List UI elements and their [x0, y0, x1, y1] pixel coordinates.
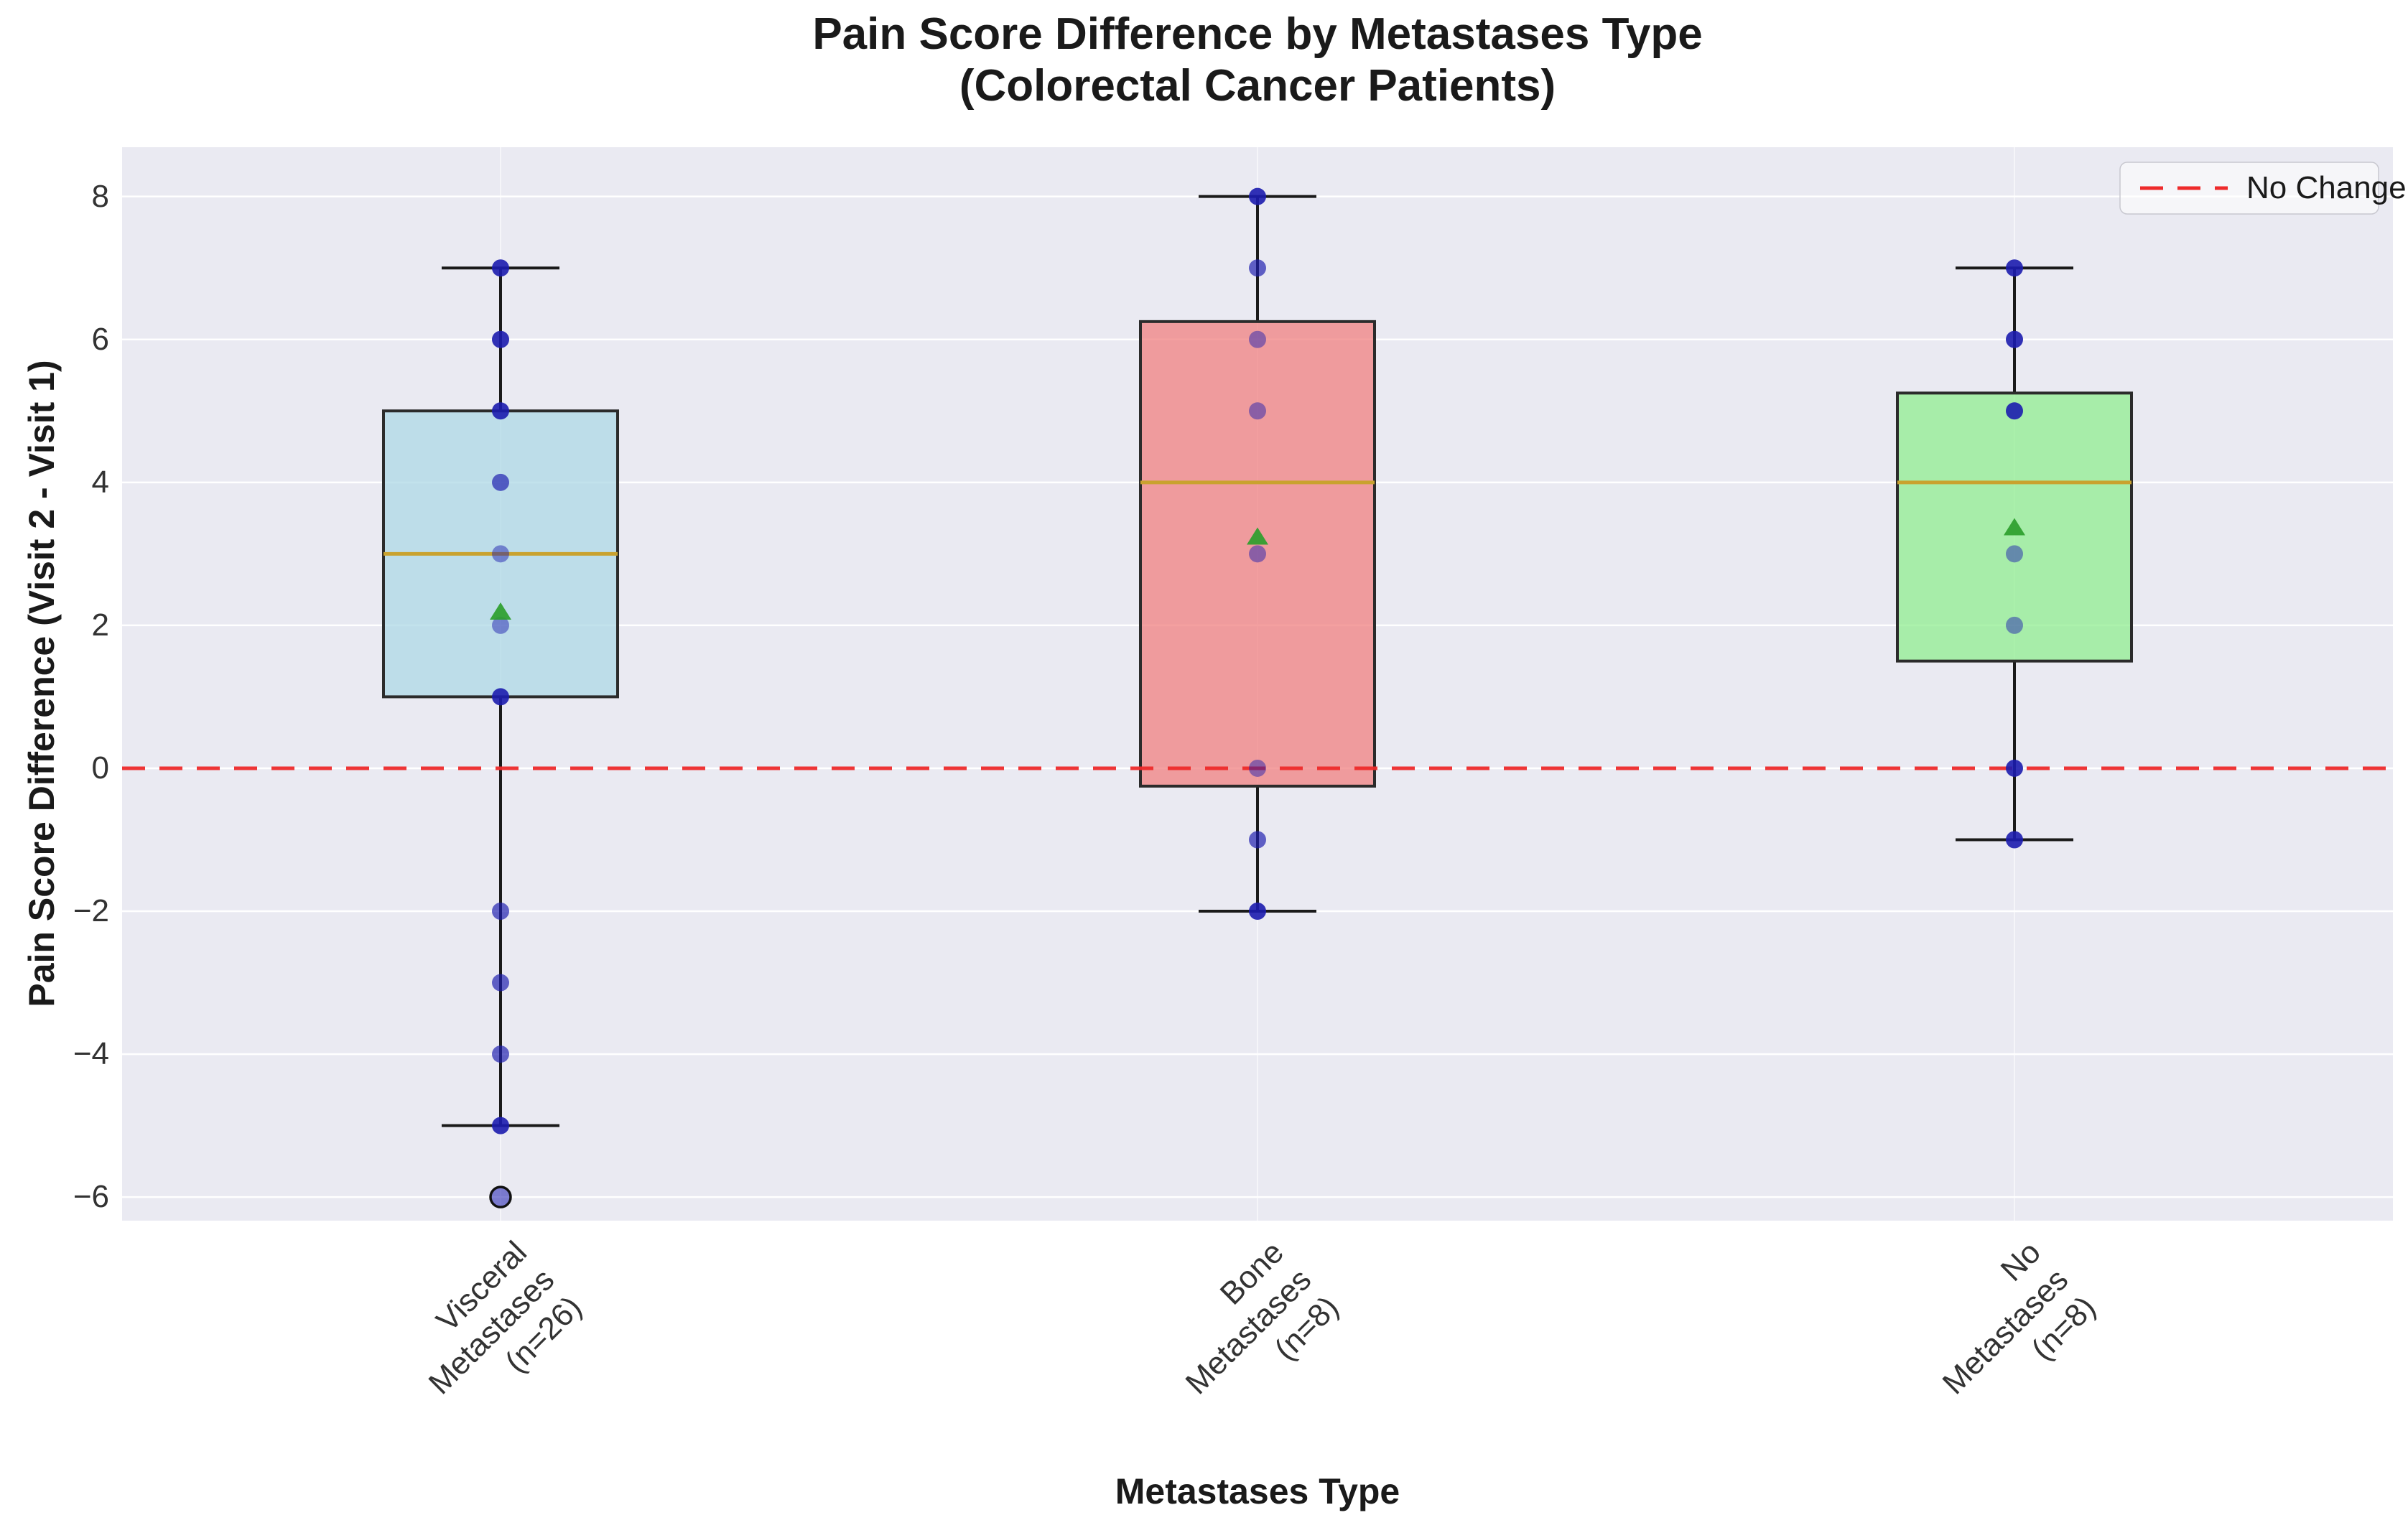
scatter-point: [492, 1045, 509, 1063]
scatter-point: [1249, 402, 1266, 420]
scatter-point: [1249, 759, 1266, 777]
y-tick-label: 4: [91, 464, 109, 500]
scatter-point: [2006, 831, 2023, 849]
box-no-metastases: [1896, 391, 2133, 663]
scatter-point: [1249, 187, 1266, 205]
scatter-point: [1249, 545, 1266, 563]
scatter-point: [2006, 330, 2023, 348]
scatter-point: [492, 974, 509, 992]
scatter-point: [2006, 616, 2023, 634]
y-tick-label: −6: [73, 1179, 109, 1215]
chart-title: Pain Score Difference by Metastases Type…: [122, 9, 2393, 112]
y-tick-label: 6: [91, 321, 109, 357]
chart-title-line2: (Colorectal Cancer Patients): [959, 61, 1556, 111]
mean-marker: [490, 602, 511, 620]
scatter-point: [2006, 259, 2023, 277]
scatter-point: [1249, 330, 1266, 348]
scatter-point: [1249, 831, 1266, 849]
y-tick-label: −2: [73, 893, 109, 929]
scatter-point: [492, 545, 509, 563]
scatter-point: [492, 903, 509, 921]
scatter-point: [492, 473, 509, 491]
scatter-point: [492, 330, 509, 348]
scatter-point: [2006, 545, 2023, 563]
scatter-point: [1249, 259, 1266, 277]
mean-marker: [2004, 518, 2025, 536]
scatter-point: [492, 688, 509, 706]
y-tick-label: 8: [91, 178, 109, 214]
scatter-point: [492, 259, 509, 277]
y-tick-label: 2: [91, 607, 109, 643]
scatter-point: [2006, 402, 2023, 420]
scatter-point: [492, 1117, 509, 1134]
scatter-point: [2006, 759, 2023, 777]
outlier-marker: [489, 1185, 512, 1208]
mean-marker: [1247, 527, 1268, 545]
box-bone-metastases: [1139, 320, 1376, 788]
scatter-point: [492, 616, 509, 634]
y-tick-label: 0: [91, 750, 109, 786]
chart-title-line1: Pain Score Difference by Metastases Type: [812, 9, 1703, 59]
legend-label: No Change: [2246, 170, 2407, 205]
x-axis-label: Metastases Type: [1115, 1471, 1400, 1511]
legend-box: [2119, 162, 2379, 215]
scatter-point: [492, 402, 509, 420]
y-tick-label: −4: [73, 1036, 109, 1072]
scatter-point: [1249, 903, 1266, 921]
